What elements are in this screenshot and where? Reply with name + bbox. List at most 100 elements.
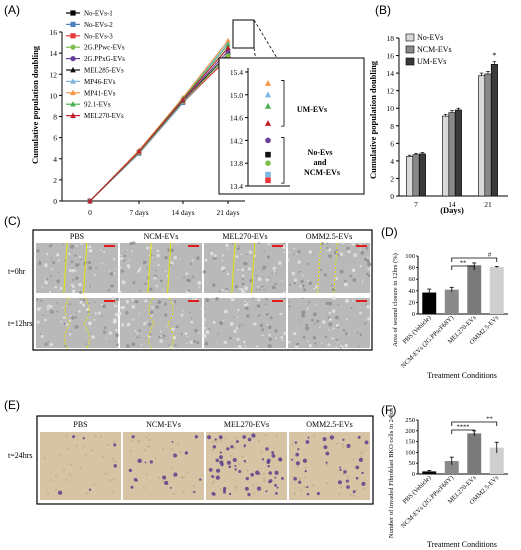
cell-texture — [335, 323, 340, 327]
cell-texture — [307, 262, 310, 265]
cell-texture — [238, 245, 240, 248]
cell-texture — [357, 345, 360, 348]
cell-texture — [311, 252, 313, 254]
cell-texture — [339, 252, 344, 257]
cell-texture — [126, 264, 131, 268]
panel-a-y-tick-label: 2 — [53, 176, 57, 185]
cell-texture — [244, 303, 248, 307]
cell-texture — [232, 316, 235, 318]
cell-texture — [160, 335, 163, 338]
cell-texture — [284, 297, 286, 300]
pore-texture — [130, 440, 134, 443]
cell-texture — [148, 322, 152, 326]
cell-texture — [359, 265, 363, 268]
cell-texture — [291, 271, 296, 276]
cell-texture — [227, 248, 229, 250]
panel-b-bar-chart: Cumulative population doubling 0 2 4 6 8 10 12… — [368, 33, 508, 215]
cell-texture — [237, 344, 242, 349]
cell-texture — [138, 312, 140, 315]
pore-texture — [361, 450, 365, 454]
scale-bar — [188, 300, 199, 302]
cell-texture — [115, 297, 120, 302]
panel-b-bar — [484, 73, 492, 197]
invaded-cell — [346, 443, 351, 448]
panel-a-zoom-connector-top — [253, 19, 278, 59]
cell-texture — [225, 243, 229, 247]
cell-texture — [288, 259, 291, 261]
pore-texture — [68, 473, 72, 476]
pore-texture — [94, 434, 97, 438]
cell-texture — [324, 335, 328, 339]
panel-b-y-tick-label: 0 — [390, 192, 394, 201]
cell-texture — [94, 312, 97, 315]
cell-texture — [126, 322, 131, 327]
cell-texture — [345, 298, 350, 303]
panel-d-significance-bracket — [451, 257, 498, 262]
cell-texture — [131, 304, 136, 309]
cell-texture — [288, 300, 291, 303]
panel-a-data-point — [87, 198, 93, 204]
cell-texture — [302, 297, 304, 299]
pore-texture — [49, 479, 52, 482]
cell-texture — [297, 250, 301, 254]
cell-texture — [97, 311, 101, 315]
cell-texture — [350, 306, 353, 309]
invaded-cell — [251, 433, 256, 438]
panel-b-bar — [406, 156, 414, 197]
cell-texture — [115, 328, 118, 332]
cell-texture — [149, 287, 153, 291]
invaded-cell — [268, 471, 273, 475]
cell-texture — [89, 285, 92, 288]
cell-texture — [217, 333, 219, 335]
cell-texture — [245, 309, 247, 311]
cell-texture — [140, 265, 142, 268]
cell-texture — [69, 319, 72, 322]
cell-texture — [271, 272, 273, 274]
cell-texture — [166, 325, 168, 327]
panel-e-column-label: PBS — [73, 420, 87, 429]
scratch-outline — [147, 242, 172, 294]
cell-texture — [241, 274, 245, 278]
cell-texture — [196, 256, 200, 261]
pore-texture — [91, 449, 94, 452]
cell-texture — [242, 262, 246, 265]
inset-y-tick-label: 13.4 — [230, 182, 243, 191]
cell-texture — [78, 255, 82, 259]
panel-a-data-point — [225, 45, 231, 50]
invaded-cell — [329, 435, 335, 440]
cell-texture — [223, 340, 228, 345]
cell-texture — [351, 242, 355, 246]
scratch-image — [204, 243, 286, 293]
cell-texture — [182, 310, 185, 312]
pore-texture — [154, 456, 158, 460]
cell-texture — [239, 323, 241, 326]
cell-texture — [134, 329, 137, 332]
invaded-cell — [355, 476, 359, 480]
cell-texture — [50, 257, 52, 259]
pore-texture — [106, 443, 109, 447]
cell-texture — [247, 267, 252, 271]
panel-f-y-tick-label: 50 — [409, 460, 416, 467]
invaded-cell — [281, 476, 284, 480]
panel-b-bar — [418, 153, 426, 197]
cell-texture — [110, 284, 114, 288]
panel-f-y-tick-label: 100 — [405, 449, 415, 456]
scratch-image — [36, 243, 118, 293]
invaded-cell — [316, 492, 320, 496]
pore-texture — [161, 480, 165, 483]
cell-texture — [49, 309, 54, 314]
cell-texture — [102, 250, 106, 254]
pore-texture — [66, 447, 70, 450]
pore-texture — [179, 450, 182, 454]
cell-texture — [75, 311, 77, 314]
cell-texture — [265, 298, 268, 301]
invaded-cell — [306, 492, 310, 496]
cell-texture — [244, 345, 247, 347]
cell-texture — [186, 278, 191, 282]
invaded-cell — [218, 455, 223, 460]
panel-e-image-grid: PBS NCM-EVs MEL270-EVs OMM2.5-EVs — [40, 420, 370, 500]
cell-texture — [45, 277, 49, 281]
panel-e-invasion-assay: PBS NCM-EVs MEL270-EVs OMM2.5-EVs t=24hrs — [8, 415, 374, 505]
invaded-cell — [215, 458, 220, 463]
pore-texture — [234, 436, 237, 440]
